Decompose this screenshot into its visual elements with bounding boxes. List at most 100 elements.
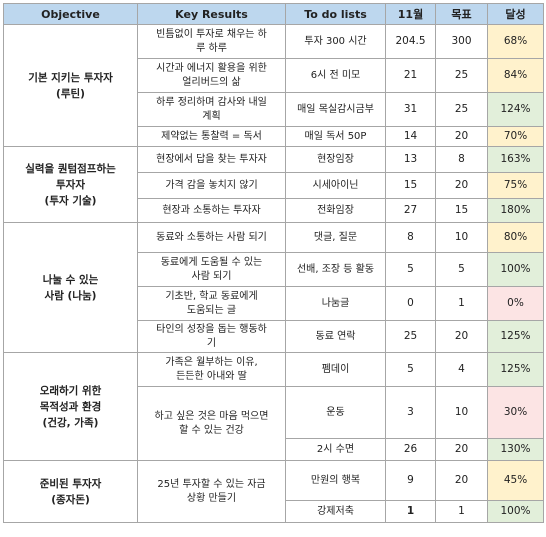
achievement-cell: 163% (487, 146, 544, 173)
todo-cell: 나눔글 (285, 286, 386, 321)
key-result-cell: 현장에서 답을 찾는 투자자 (137, 146, 286, 173)
november-cell: 204.5 (385, 24, 436, 59)
achievement-cell: 130% (487, 438, 544, 461)
okr-table: Objective Key Results To do lists 11월 목표… (3, 3, 544, 523)
achievement-cell: 84% (487, 58, 544, 93)
table-row: 오래하기 위한 목적성과 환경 (건강, 가족) 가족은 월부하는 이유, 든든… (3, 352, 544, 461)
november-cell: 5 (385, 352, 436, 387)
objective-cell: 실력을 퀀텀점프하는 투자자 (투자 기술) (3, 146, 138, 223)
key-result-cell: 기초반, 학교 동료에게 도움되는 글 (137, 286, 286, 321)
key-result-cell: 동료에게 도움될 수 있는 사람 되기 (137, 252, 286, 287)
key-result-text: 하고 싶은 것은 마음 먹으면 (154, 410, 269, 422)
key-result-text: 타인의 성장을 돕는 행동하 (156, 323, 267, 335)
target-cell: 25 (435, 92, 488, 127)
achievement-cell: 124% (487, 92, 544, 127)
todo-cell: 운동 (285, 386, 386, 439)
todo-cell: 매일 목실감시금부 (285, 92, 386, 127)
key-result-text: 루 하루 (196, 42, 227, 54)
objective-text: 준비된 투자자 (39, 477, 102, 490)
todo-cell: 매일 독서 50P (285, 126, 386, 147)
target-cell: 4 (435, 352, 488, 387)
achievement-cell: 180% (487, 198, 544, 223)
objective-text: 사람 (나눔) (44, 289, 97, 302)
objective-cell: 오래하기 위한 목적성과 환경 (건강, 가족) (3, 352, 138, 461)
achievement-cell: 68% (487, 24, 544, 59)
november-cell: 8 (385, 222, 436, 253)
target-cell: 15 (435, 198, 488, 223)
november-cell: 1 (385, 500, 436, 523)
november-cell: 3 (385, 386, 436, 439)
key-result-text: 할 수 있는 건강 (179, 424, 244, 436)
achievement-cell: 70% (487, 126, 544, 147)
target-cell: 20 (435, 320, 488, 353)
todo-cell: 전화임장 (285, 198, 386, 223)
achievement-cell: 125% (487, 320, 544, 353)
objective-text: (종자돈) (51, 493, 90, 506)
key-result-cell: 동료와 소통하는 사람 되기 (137, 222, 286, 253)
key-result-cell: 하고 싶은 것은 마음 먹으면 할 수 있는 건강 (137, 386, 286, 461)
todo-cell: 댓글, 질문 (285, 222, 386, 253)
key-result-text: 얼리버드의 삶 (182, 76, 241, 88)
table-row: 2시 수면 26 20 130% (4, 438, 544, 461)
november-cell: 21 (385, 58, 436, 93)
table-row: 가격 감을 놓치지 않기 시세아이닌 15 20 75% (4, 172, 544, 199)
table-row: 강제저축 1 1 100% (4, 500, 544, 523)
objective-text: (건강, 가족) (42, 416, 99, 429)
header-todo: To do lists (285, 3, 386, 25)
todo-cell: 6시 전 미모 (285, 58, 386, 93)
objective-cell: 기본 지키는 투자자 (루틴) (3, 24, 138, 147)
key-result-text: 도움되는 글 (186, 304, 237, 316)
todo-cell: 만원의 행복 (285, 460, 386, 501)
key-result-text: 계획 (202, 110, 221, 122)
table-row: 하루 정리하며 감사와 내일 계획 매일 목실감시금부 31 25 124% (4, 92, 544, 127)
target-cell: 1 (435, 500, 488, 523)
table-row: 준비된 투자자 (종자돈) 25년 투자할 수 있는 자금 상황 만들기 만원의… (3, 460, 544, 523)
todo-cell: 선배, 조장 등 활동 (285, 252, 386, 287)
key-result-text: 동료에게 도움될 수 있는 (160, 256, 263, 268)
key-result-text: 기초반, 학교 동료에게 (165, 290, 258, 302)
key-result-cell: 가격 감을 놓치지 않기 (137, 172, 286, 199)
objective-text: (투자 기술) (44, 194, 97, 207)
achievement-cell: 0% (487, 286, 544, 321)
achievement-cell: 100% (487, 500, 544, 523)
objective-text: 실력을 퀀텀점프하는 (25, 162, 116, 175)
november-cell: 27 (385, 198, 436, 223)
header-row: Objective Key Results To do lists 11월 목표… (3, 3, 544, 25)
target-cell: 20 (435, 460, 488, 501)
target-cell: 20 (435, 438, 488, 461)
achievement-cell: 75% (487, 172, 544, 199)
achievement-cell: 80% (487, 222, 544, 253)
table-row: 시간과 에너지 활용을 위한 얼리버드의 삶 6시 전 미모 21 25 84% (4, 58, 544, 93)
key-result-cell: 하루 정리하며 감사와 내일 계획 (137, 92, 286, 127)
key-result-cell: 가족은 월부하는 이유, 든든한 아내와 딸 (137, 352, 286, 387)
november-cell: 25 (385, 320, 436, 353)
table-row: 실력을 퀀텀점프하는 투자자 (투자 기술) 현장에서 답을 찾는 투자자 현장… (3, 146, 544, 223)
header-objective: Objective (3, 3, 138, 25)
objective-cell: 나눌 수 있는 사람 (나눔) (3, 222, 138, 353)
key-result-text: 25년 투자할 수 있는 자금 (157, 478, 266, 490)
objective-text: (루틴) (56, 87, 85, 100)
todo-cell: 펨데이 (285, 352, 386, 387)
key-result-text: 상황 만들기 (186, 492, 237, 504)
header-target: 목표 (435, 3, 488, 25)
november-cell: 0 (385, 286, 436, 321)
november-cell: 26 (385, 438, 436, 461)
table-row: 기초반, 학교 동료에게 도움되는 글 나눔글 0 1 0% (4, 286, 544, 321)
todo-cell: 강제저축 (285, 500, 386, 523)
todo-cell: 투자 300 시간 (285, 24, 386, 59)
key-result-text: 빈틈없이 투자로 채우는 하 (156, 28, 267, 40)
todo-cell: 시세아이닌 (285, 172, 386, 199)
table-row: 타인의 성장을 돕는 행동하 기 동료 연락 25 20 125% (4, 320, 544, 353)
key-result-text: 가족은 월부하는 이유, (165, 356, 258, 368)
objective-text: 투자자 (56, 178, 85, 191)
target-cell: 300 (435, 24, 488, 59)
november-cell: 13 (385, 146, 436, 173)
target-cell: 20 (435, 172, 488, 199)
table-row: 동료에게 도움될 수 있는 사람 되기 선배, 조장 등 활동 5 5 100% (4, 252, 544, 287)
header-november: 11월 (385, 3, 436, 25)
key-result-text: 든든한 아내와 딸 (176, 370, 247, 382)
header-key-results: Key Results (137, 3, 286, 25)
achievement-cell: 125% (487, 352, 544, 387)
target-cell: 20 (435, 126, 488, 147)
key-result-cell: 시간과 에너지 활용을 위한 얼리버드의 삶 (137, 58, 286, 93)
